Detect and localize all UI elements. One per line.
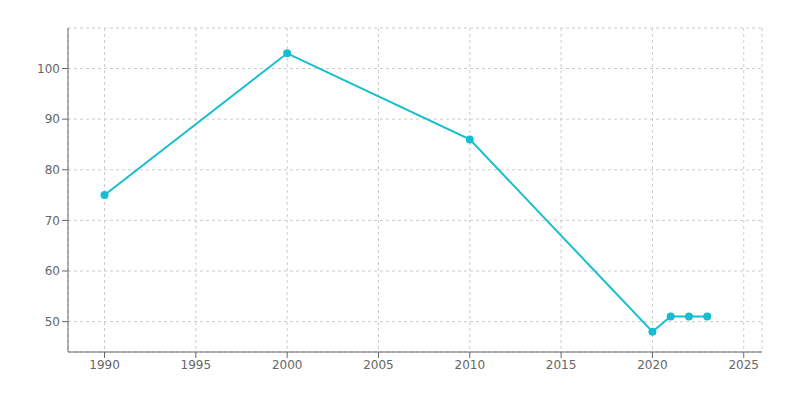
svg-text:1990: 1990 xyxy=(89,358,120,372)
svg-text:100: 100 xyxy=(37,62,60,76)
svg-text:60: 60 xyxy=(45,264,60,278)
svg-text:1995: 1995 xyxy=(181,358,212,372)
svg-text:70: 70 xyxy=(45,214,60,228)
svg-text:50: 50 xyxy=(45,315,60,329)
svg-text:90: 90 xyxy=(45,112,60,126)
svg-text:2000: 2000 xyxy=(272,358,303,372)
svg-text:2015: 2015 xyxy=(546,358,577,372)
svg-text:2020: 2020 xyxy=(637,358,668,372)
svg-text:2005: 2005 xyxy=(363,358,394,372)
svg-text:2010: 2010 xyxy=(455,358,486,372)
svg-text:80: 80 xyxy=(45,163,60,177)
svg-text:2025: 2025 xyxy=(728,358,759,372)
